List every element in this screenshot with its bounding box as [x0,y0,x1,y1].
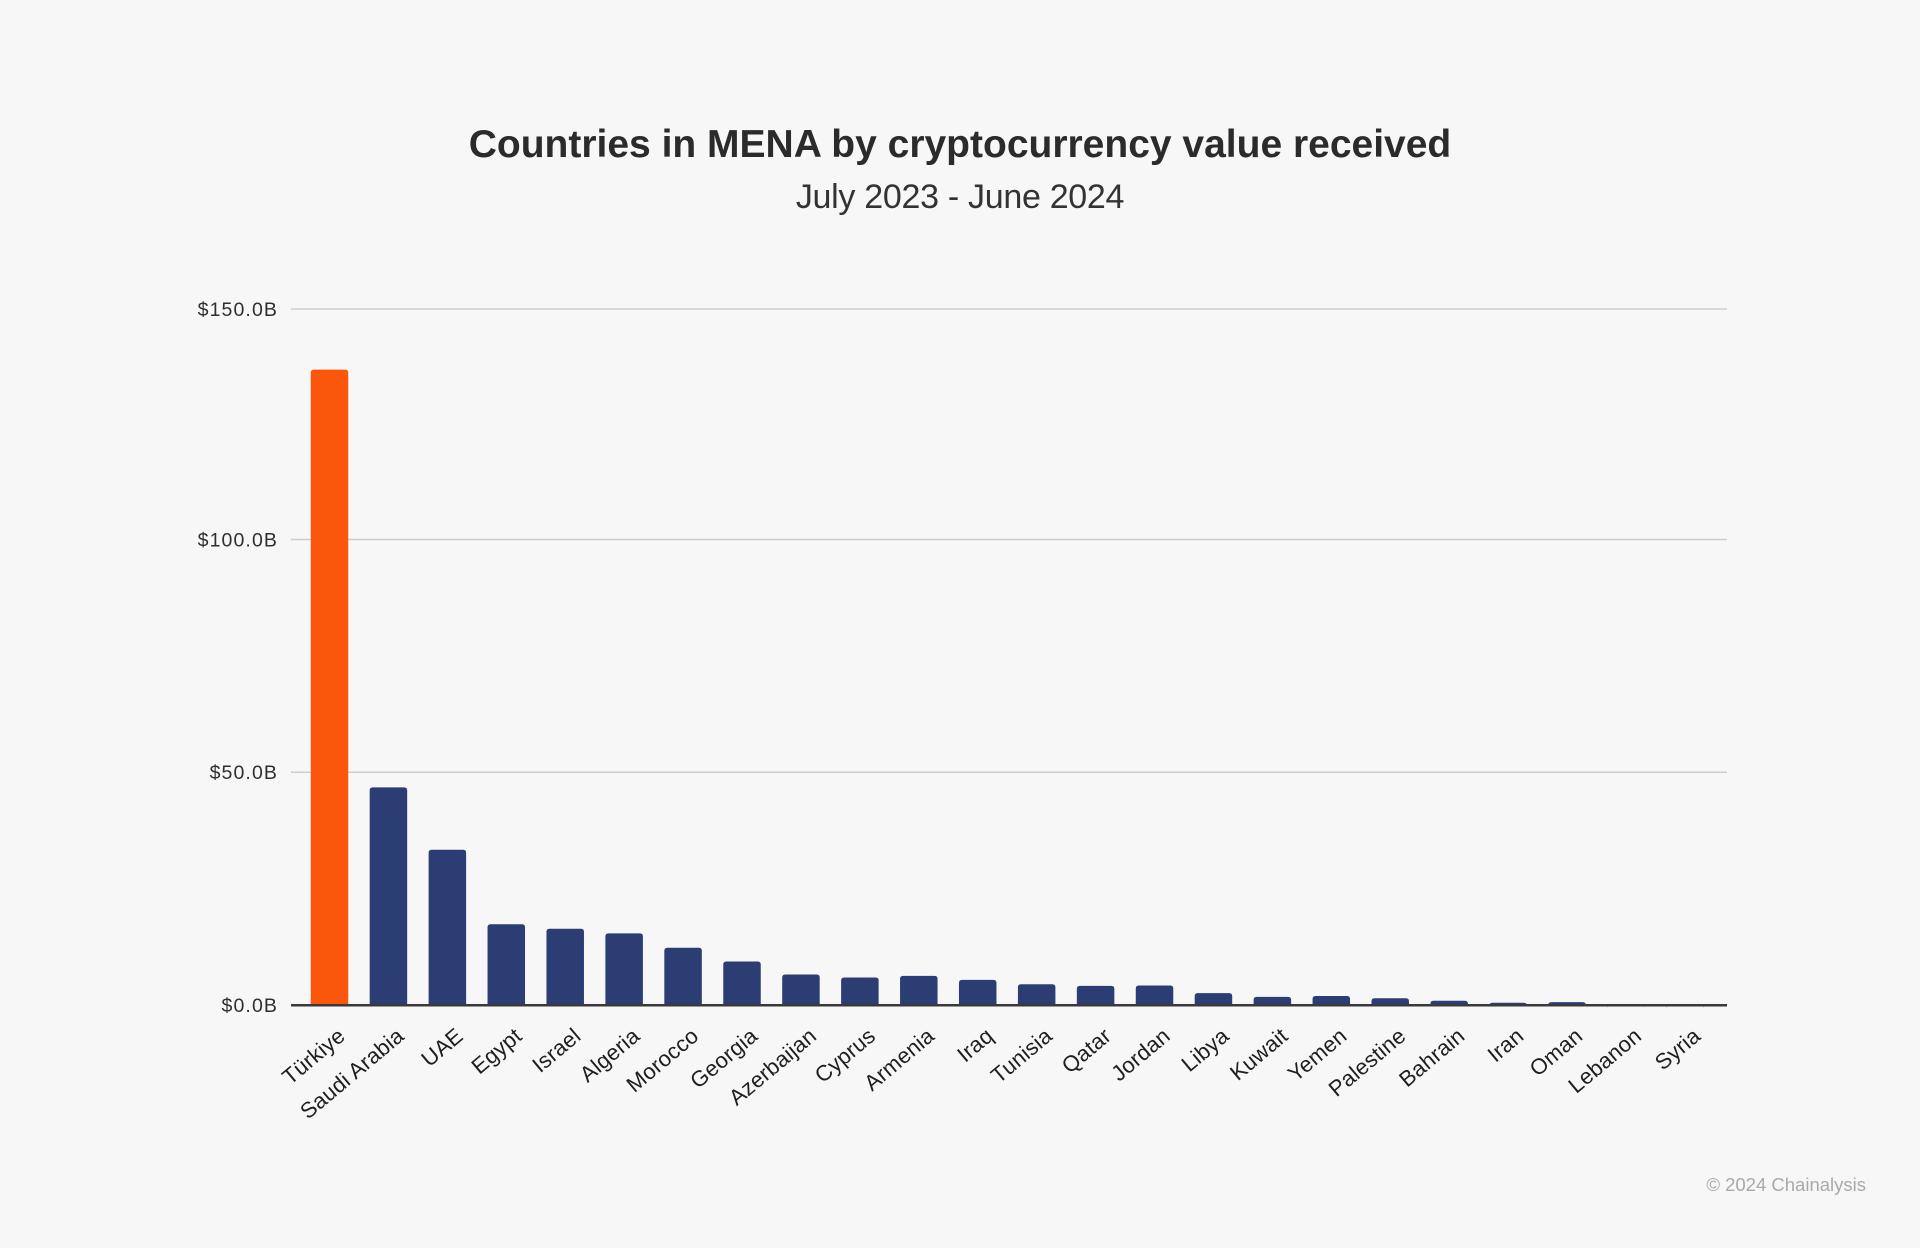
svg-text:July 2023 - June 2024: July 2023 - June 2024 [796,178,1124,216]
svg-text:Countries in MENA by cryptocur: Countries in MENA by cryptocurrency valu… [469,123,1452,166]
svg-text:$100.0B: $100.0B [198,529,278,551]
svg-text:$150.0B: $150.0B [198,299,278,321]
svg-text:$0.0B: $0.0B [222,995,278,1017]
svg-text:© 2024 Chainalysis: © 2024 Chainalysis [1706,1174,1866,1195]
svg-text:$50.0B: $50.0B [210,762,278,784]
